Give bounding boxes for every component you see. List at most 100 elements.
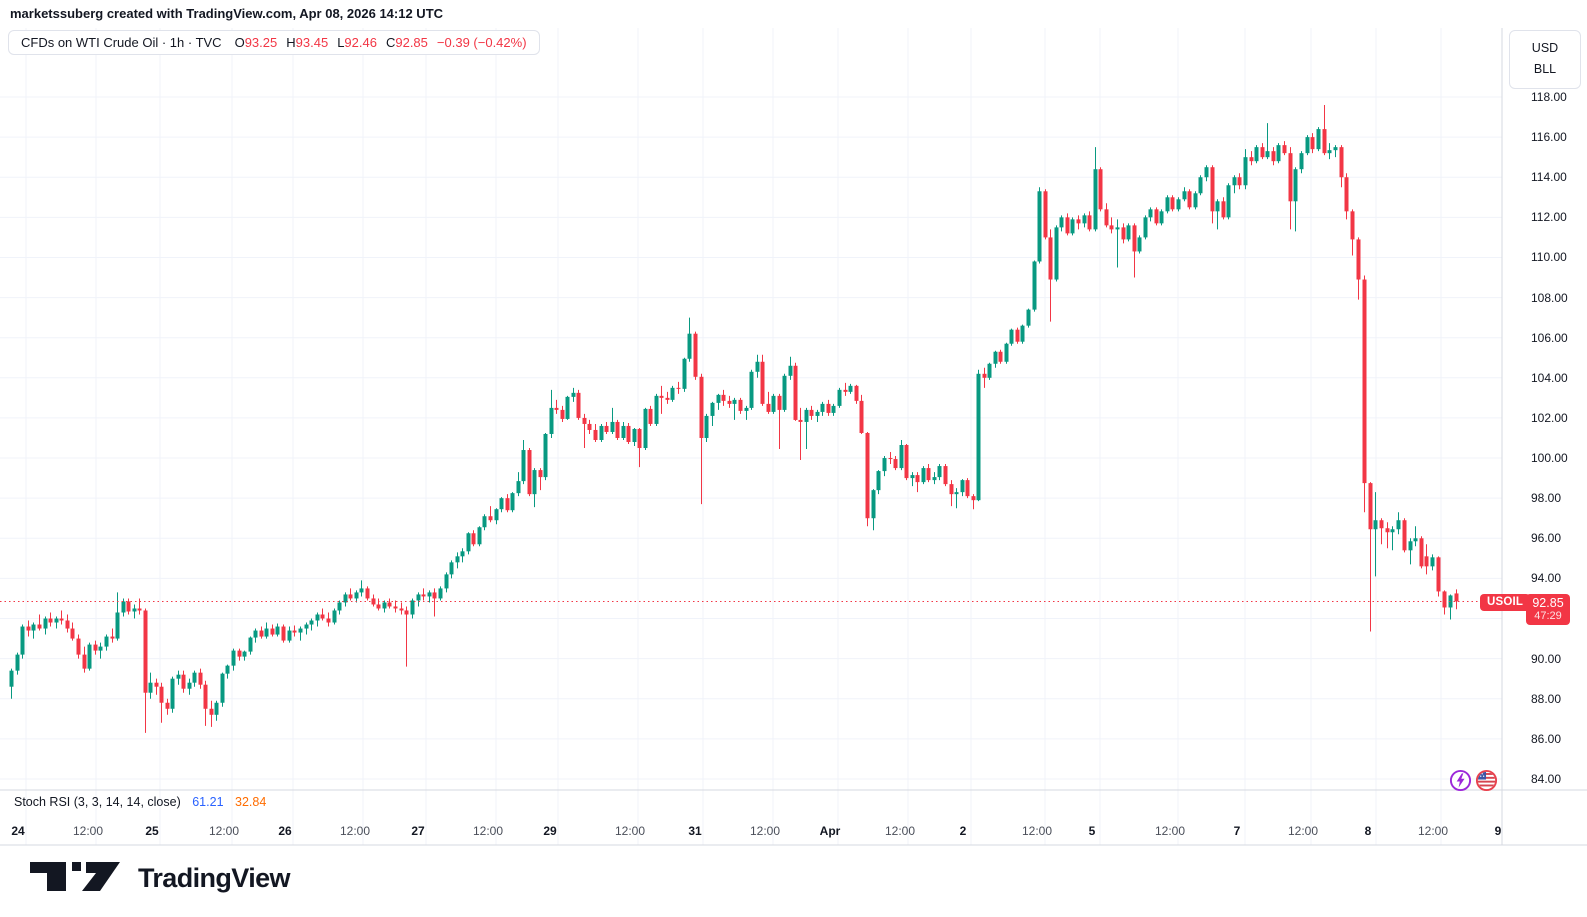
price-axis-label: 106.00 [1531, 330, 1568, 345]
candle-body [538, 470, 543, 478]
candle-body [1137, 237, 1142, 252]
candle-body [26, 626, 31, 631]
candle-body [298, 628, 303, 633]
tradingview-wordmark: TradingView [138, 862, 291, 893]
candle-body [1390, 529, 1395, 533]
time-axis-label: 31 [688, 824, 702, 838]
candle-body [466, 533, 471, 552]
candle-body [70, 628, 75, 639]
candle-body [1385, 528, 1390, 533]
last-price-value: 92.85 [1532, 596, 1564, 610]
candle-body [1419, 538, 1424, 567]
candle-body [593, 429, 598, 440]
candle-body [137, 608, 142, 611]
candle-body [648, 408, 653, 424]
candle-body [859, 400, 864, 433]
candle-body [682, 358, 687, 389]
candle-body [1109, 225, 1114, 230]
price-axis-label: 84.00 [1531, 771, 1562, 786]
candle-body [965, 480, 970, 497]
candle-body [82, 654, 87, 669]
candle-body [482, 516, 487, 528]
candle-body [1204, 167, 1209, 178]
candle-body [932, 477, 937, 481]
currency-unit-box[interactable]: USD BLL [1509, 30, 1581, 89]
candle-body [416, 594, 421, 601]
attribution-text: marketssuberg created with TradingView.c… [10, 6, 444, 21]
time-axis-label: 12:00 [884, 824, 916, 838]
candle-body [1322, 129, 1327, 154]
candle-body [654, 395, 659, 424]
candle-body [1344, 177, 1349, 212]
indicator-legend[interactable]: Stoch RSI (3, 3, 14, 14, close) 61.21 32… [14, 795, 266, 809]
candle-body [432, 592, 437, 599]
price-axis-label: 90.00 [1531, 651, 1562, 666]
candle-body [1059, 217, 1064, 228]
candle-body [749, 371, 754, 408]
candle-body [1402, 520, 1407, 551]
time-axis-label: 12:00 [1287, 824, 1319, 838]
candle-body [543, 433, 548, 478]
candle-body [744, 407, 749, 411]
candle-body [1032, 261, 1037, 310]
indicator-value-k: 61.21 [192, 795, 224, 809]
us-flag-icon [1475, 769, 1498, 792]
candle-body [393, 606, 398, 609]
candle-body [632, 428, 637, 442]
candle-body [843, 389, 848, 392]
candle-body [809, 409, 814, 416]
candle-body [1104, 209, 1109, 226]
candle-body [766, 403, 771, 412]
candle-body [820, 403, 825, 412]
candle-body [1215, 201, 1220, 212]
ohlc-open: O93.25 [234, 35, 278, 50]
candle-body [315, 614, 320, 621]
candle-body [1082, 215, 1087, 224]
candle-body [248, 637, 253, 652]
candle-body [1198, 177, 1203, 194]
candle-body [788, 365, 793, 376]
candle-body [976, 373, 981, 501]
candle-body [798, 419, 803, 422]
candle-body [181, 674, 186, 689]
candle-body [982, 373, 987, 378]
candle-body [1413, 538, 1418, 542]
candle-body [1121, 227, 1126, 240]
price-axis-label: 96.00 [1531, 531, 1562, 546]
candle-body [560, 409, 565, 419]
candle-body [626, 425, 631, 442]
candle-body [203, 684, 208, 709]
candle-body [1187, 191, 1192, 208]
candle-body [659, 395, 664, 398]
candle-body [1037, 191, 1042, 262]
candle-body [1148, 209, 1153, 218]
candle-body [549, 407, 554, 434]
candle-body [921, 468, 926, 483]
candle-body [176, 674, 181, 679]
indicator-value-d: 32.84 [235, 795, 267, 809]
candle-body [904, 445, 909, 479]
candle-body [126, 601, 131, 612]
candle-body [1143, 217, 1148, 238]
time-axis-label: 9 [1494, 824, 1502, 838]
candle-body [365, 588, 370, 599]
candle-body [143, 610, 148, 693]
candle-body [998, 351, 1003, 362]
candle-body [121, 601, 126, 613]
candle-body [848, 385, 853, 392]
candle-body [815, 411, 820, 416]
candle-body [871, 490, 876, 519]
price-axis-label: 112.00 [1531, 210, 1567, 225]
candle-body [826, 403, 831, 413]
symbol-legend[interactable]: CFDs on WTI Crude Oil · 1h · TVC O93.25 … [8, 30, 540, 55]
candle-body [1221, 201, 1226, 218]
candle-body [54, 618, 59, 623]
candle-body [1182, 191, 1187, 200]
candle-body [154, 682, 159, 687]
candle-body [9, 670, 14, 687]
tradingview-logo[interactable]: TradingView [30, 862, 291, 894]
candle-body [782, 375, 787, 410]
candle-body [1356, 239, 1361, 280]
candle-body [270, 628, 275, 635]
